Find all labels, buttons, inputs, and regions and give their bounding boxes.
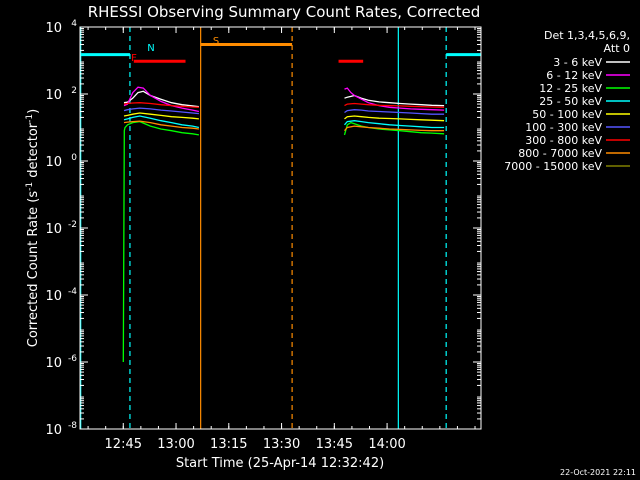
y-axis-label-mid: detector [26,122,41,182]
plot-data-layer [80,27,447,429]
series-line-2-seg-1 [343,121,445,136]
legend-label-5: 100 - 300 keV [525,121,602,134]
series-line-2-seg-0 [122,120,200,363]
series-line-5-seg-0 [123,107,199,115]
y-tick-base: 10 [45,155,62,170]
y-tick-base: 10 [45,423,62,438]
flag-label-S: S [213,36,219,47]
y-tick-exponent-0: 4 [71,19,77,29]
y-axis-label: Corrected Count Rate (s-1 detector-1) [25,109,41,347]
chart-title: RHESSI Observing Summary Count Rates, Co… [88,3,481,21]
y-tick-base: 10 [45,356,62,371]
series-line-4-seg-0 [123,112,199,120]
y-tick-base: 10 [45,289,62,304]
legend-label-2: 12 - 25 keV [539,82,602,95]
plot-flags-layer: NF S [80,36,481,64]
flag-label-F: F [131,53,137,64]
x-tick-label-3: 13:30 [263,437,300,452]
y-tick-exponent-1: 2 [71,86,77,96]
legend-header-line-2: Att 0 [604,42,630,55]
series-line-0-seg-1 [344,94,445,107]
legend-label-6: 300 - 800 keV [525,134,602,147]
footer-timestamp: 22-Oct-2021 22:11 [560,468,636,477]
x-tick-label-1: 13:00 [157,437,194,452]
y-axis-label-main: Corrected Count Rate (s [26,191,41,348]
y-axis-label-sup2: -1 [25,114,35,123]
y-tick-label-5: 10 [45,356,62,371]
legend-label-4: 50 - 100 keV [532,108,602,121]
x-tick-label-5: 14:00 [368,437,405,452]
series-line-7-seg-0 [123,120,199,130]
y-tick-label-3: 10 [45,222,62,237]
x-tick-label-4: 13:45 [316,437,353,452]
series-line-1-seg-0 [123,86,200,113]
y-tick-exponent-3: -2 [68,220,77,230]
y-tick-base: 10 [45,88,62,103]
legend-label-1: 6 - 12 keV [546,69,602,82]
series-line-3-seg-0 [123,115,200,129]
y-tick-label-2: 10 [45,155,62,170]
legend-label-0: 3 - 6 keV [553,56,602,69]
y-tick-exponent-6: -8 [68,421,77,431]
series-line-7-seg-1 [344,125,445,132]
x-axis-label: Start Time (25-Apr-14 12:32:42) [176,456,384,471]
flag-label-N: N [147,43,154,54]
y-tick-label-6: 10 [45,423,62,438]
y-tick-exponent-4: -4 [68,287,77,297]
series-line-5-seg-1 [344,109,445,115]
y-tick-label-0: 10 [45,21,62,36]
y-tick-exponent-5: -6 [68,354,77,364]
y-axis-label-end: ) [26,109,41,114]
x-tick-label-2: 13:15 [210,437,247,452]
y-tick-label-1: 10 [45,88,62,103]
legend-label-7: 800 - 7000 keV [518,147,602,160]
y-tick-exponent-2: 0 [71,153,77,163]
legend-label-8: 7000 - 15000 keV [504,160,602,173]
y-axis-label-sup1: -1 [25,182,35,191]
y-tick-label-4: 10 [45,289,62,304]
y-tick-base: 10 [45,222,62,237]
series-line-4-seg-1 [344,115,445,122]
legend-label-3: 25 - 50 keV [539,95,602,108]
series-line-6-seg-1 [344,102,445,108]
series-line-3-seg-1 [344,120,445,129]
legend-header-line-1: Det 1,3,4,5,6,9, [544,29,630,42]
x-tick-label-0: 12:45 [105,437,142,452]
series-line-6-seg-0 [123,102,199,108]
y-tick-base: 10 [45,21,62,36]
